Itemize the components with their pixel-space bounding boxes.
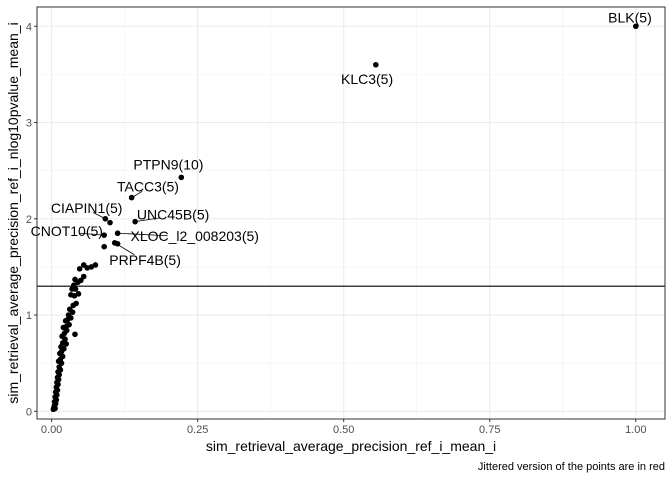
x-axis-title: sim_retrieval_average_precision_ref_i_me… xyxy=(206,438,496,454)
data-point xyxy=(72,286,79,292)
label-leader-line xyxy=(135,217,160,223)
x-tick-label: 0.75 xyxy=(479,424,500,436)
y-tick-label: 2 xyxy=(26,214,32,226)
point-label: KLC3(5) xyxy=(341,71,393,87)
label-leader-line xyxy=(79,232,105,236)
ticks-layer: 0.00 0.25 0.50 0.75 1.00 0 1 2 3 4 xyxy=(26,21,647,436)
data-point xyxy=(50,406,57,413)
label-leader-line xyxy=(114,242,135,256)
y-axis-title: sim_retrieval_average_precision_ref_i_nl… xyxy=(5,22,21,403)
x-tick-label: 0.00 xyxy=(41,424,62,436)
chart-caption: Jittered version of the points are in re… xyxy=(478,461,665,473)
points-layer xyxy=(50,23,639,413)
point-labels-layer: BLK(5) KLC3(5) PTPN9(10) TACC3(5) CIAPIN1(5)… xyxy=(31,9,652,268)
data-point xyxy=(68,292,74,298)
point-label: CIAPIN1(5) xyxy=(51,200,123,216)
data-point xyxy=(84,265,91,271)
x-tick-label: 0.50 xyxy=(333,424,354,436)
point-label: PRPF4B(5) xyxy=(109,252,181,268)
data-point xyxy=(107,219,113,226)
grid-layer xyxy=(37,7,665,419)
y-tick-label: 3 xyxy=(26,118,32,130)
x-tick-label: 1.00 xyxy=(625,424,646,436)
data-point xyxy=(178,174,185,181)
point-label: TACC3(5) xyxy=(117,179,179,195)
label-leader-line xyxy=(131,190,143,198)
data-point xyxy=(101,243,107,250)
data-point xyxy=(373,61,379,68)
data-point xyxy=(80,273,87,280)
point-label: BLK(5) xyxy=(608,9,652,25)
data-point xyxy=(72,331,78,338)
y-tick-label: 4 xyxy=(26,21,32,33)
point-label: XLOC_l2_008203(5) xyxy=(131,228,259,244)
data-point xyxy=(69,309,76,315)
point-label: CNOT10(5) xyxy=(31,223,103,239)
data-point xyxy=(76,266,83,272)
panel-border xyxy=(36,6,666,420)
y-tick-label: 1 xyxy=(26,310,32,322)
data-point xyxy=(632,23,639,30)
label-leader-line xyxy=(93,212,106,220)
point-label: PTPN9(10) xyxy=(133,157,203,173)
point-label: UNC45B(5) xyxy=(137,207,209,223)
data-point xyxy=(70,302,77,309)
x-tick-label: 0.25 xyxy=(187,424,208,436)
label-leader-line xyxy=(117,232,168,237)
data-point xyxy=(72,276,78,283)
y-tick-label: 0 xyxy=(26,406,32,418)
data-point xyxy=(62,318,69,324)
data-point xyxy=(63,341,70,347)
